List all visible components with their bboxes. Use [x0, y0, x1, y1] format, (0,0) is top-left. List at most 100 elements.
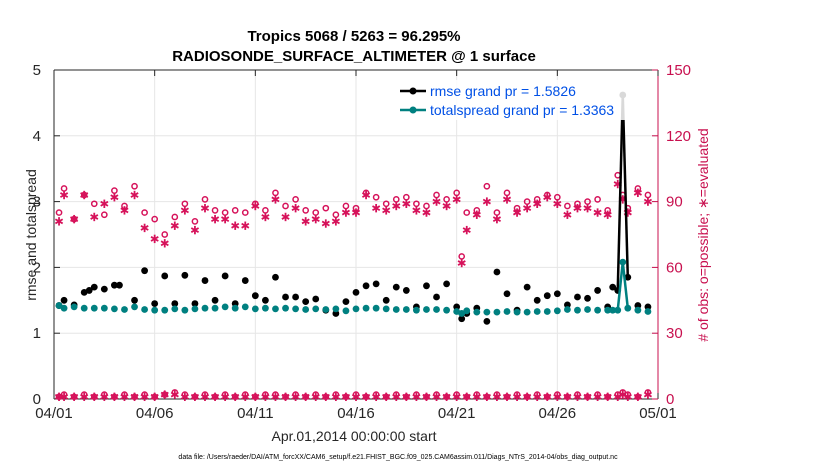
y-tick-label-right-3: 90 [666, 194, 683, 211]
point-evaluated-28 [331, 217, 340, 226]
y-tick-label-left-2: 2 [33, 259, 41, 276]
point-rmse-21 [251, 292, 259, 300]
point-totalspread-49 [533, 308, 541, 315]
point-totalspread-42 [463, 307, 471, 315]
point-evaluated_low-36 [412, 392, 421, 402]
point-evaluated_low-9 [140, 392, 149, 402]
point-rmse-17 [211, 296, 219, 304]
point-totalspread-23 [282, 304, 289, 312]
point-rmse-7 [111, 281, 118, 289]
point-totalspread-2 [70, 303, 78, 311]
point-possible-55 [594, 196, 601, 203]
point-possible-12 [171, 213, 179, 221]
point-rmse-38 [423, 282, 430, 290]
point-possible-18 [231, 207, 239, 214]
point-totalspread-28 [332, 305, 340, 313]
x-tick-label-0: 04/01 [35, 405, 73, 422]
point-evaluated-55 [593, 208, 602, 217]
point-evaluated-12 [170, 221, 179, 230]
point-evaluated-21 [261, 212, 270, 222]
y-tick-label-left-1: 1 [33, 325, 41, 342]
point-evaluated_low-34 [392, 392, 401, 402]
point-evaluated-4 [90, 212, 99, 222]
point-totalspread-62 [644, 308, 652, 315]
point-rmse-32 [362, 282, 370, 290]
point-evaluated_low-54 [593, 392, 602, 402]
point-evaluated_low-18 [231, 392, 240, 402]
point-rmse-16 [201, 277, 209, 284]
point-rmse-14 [181, 271, 189, 279]
series-layer [54, 91, 653, 402]
y-tick-label-left-0: 0 [33, 391, 41, 408]
point-totalspread-25 [302, 306, 310, 313]
point-evaluated-61 [643, 197, 653, 206]
point-totalspread-47 [513, 308, 521, 316]
point-evaluated-48 [523, 203, 532, 213]
point-evaluated-35 [402, 199, 411, 208]
point-evaluated-15 [200, 203, 210, 213]
point-rmse-61 [624, 273, 632, 281]
point-totalspread-30 [352, 305, 360, 313]
point-totalspread-0 [55, 302, 63, 309]
point-rmse-15 [191, 300, 199, 307]
point-possible-32 [372, 193, 380, 201]
point-totalspread-41 [458, 310, 466, 317]
point-totalspread-57 [609, 306, 617, 314]
y-tick-label-right-4: 120 [666, 128, 691, 145]
line-totalspread-out-0 [621, 262, 630, 309]
point-evaluated_low-26 [311, 392, 320, 402]
y-axis-label-right: # of obs: o=possible; ∗=evaluated [695, 128, 711, 341]
point-rmse-34 [382, 296, 390, 304]
point-evaluated-16 [210, 214, 220, 224]
point-totalspread-9 [141, 306, 149, 313]
point-totalspread-51 [553, 307, 561, 315]
point-rmse-30 [342, 298, 350, 306]
x-tick-label-6: 05/01 [639, 405, 677, 422]
point-evaluated-51 [553, 199, 562, 208]
point-totalspread-29 [342, 307, 350, 315]
point-evaluated_low-27 [321, 392, 330, 402]
legend-spread-marker [409, 106, 417, 114]
point-totalspread-10 [151, 306, 159, 314]
point-totalspread-5 [100, 304, 108, 312]
point-rmse-22 [262, 296, 269, 304]
point-possible-42 [463, 209, 471, 216]
point-evaluated_low-55 [603, 392, 612, 402]
point-evaluated-20 [251, 201, 260, 211]
point-rmse-4 [85, 287, 93, 294]
point-evaluated_low-10 [150, 392, 159, 402]
point-totalspread-22 [272, 305, 279, 313]
point-evaluated-46 [502, 195, 512, 204]
point-evaluated-39 [442, 201, 451, 211]
point-rmse-54 [574, 293, 581, 301]
point-totalspread-27 [322, 306, 330, 313]
point-rmse-42 [458, 315, 466, 323]
point-evaluated_low-16 [210, 392, 220, 402]
point-rmse-31 [352, 289, 360, 296]
y-tick-label-left-5: 5 [33, 62, 41, 79]
point-evaluated_low-12 [170, 390, 179, 399]
point-possible-11 [161, 231, 169, 238]
point-totalspread-17 [221, 303, 229, 311]
point-evaluated_low-39 [442, 392, 451, 402]
point-evaluated-24 [291, 203, 300, 213]
point-totalspread-55 [594, 306, 601, 314]
point-possible-27 [322, 204, 330, 212]
point-totalspread-3 [80, 304, 88, 312]
point-evaluated_low-20 [251, 392, 260, 402]
point-evaluated_low-33 [382, 392, 391, 402]
point-totalspread-6 [111, 305, 118, 313]
point-evaluated-3 [80, 190, 89, 200]
point-evaluated_low-28 [331, 392, 340, 402]
point-rmse-50 [533, 296, 541, 304]
point-evaluated_low-4 [90, 392, 99, 402]
point-evaluated-42 [462, 225, 471, 235]
point-evaluated-50 [543, 193, 552, 202]
point-totalspread-46 [503, 308, 511, 315]
x-tick-label-2: 04/11 [237, 405, 273, 422]
point-rmse-45 [483, 317, 491, 325]
point-evaluated-0 [54, 217, 64, 226]
point-totalspread-60 [624, 304, 632, 312]
point-evaluated_low-5 [100, 392, 109, 402]
point-possible-15 [201, 196, 209, 203]
